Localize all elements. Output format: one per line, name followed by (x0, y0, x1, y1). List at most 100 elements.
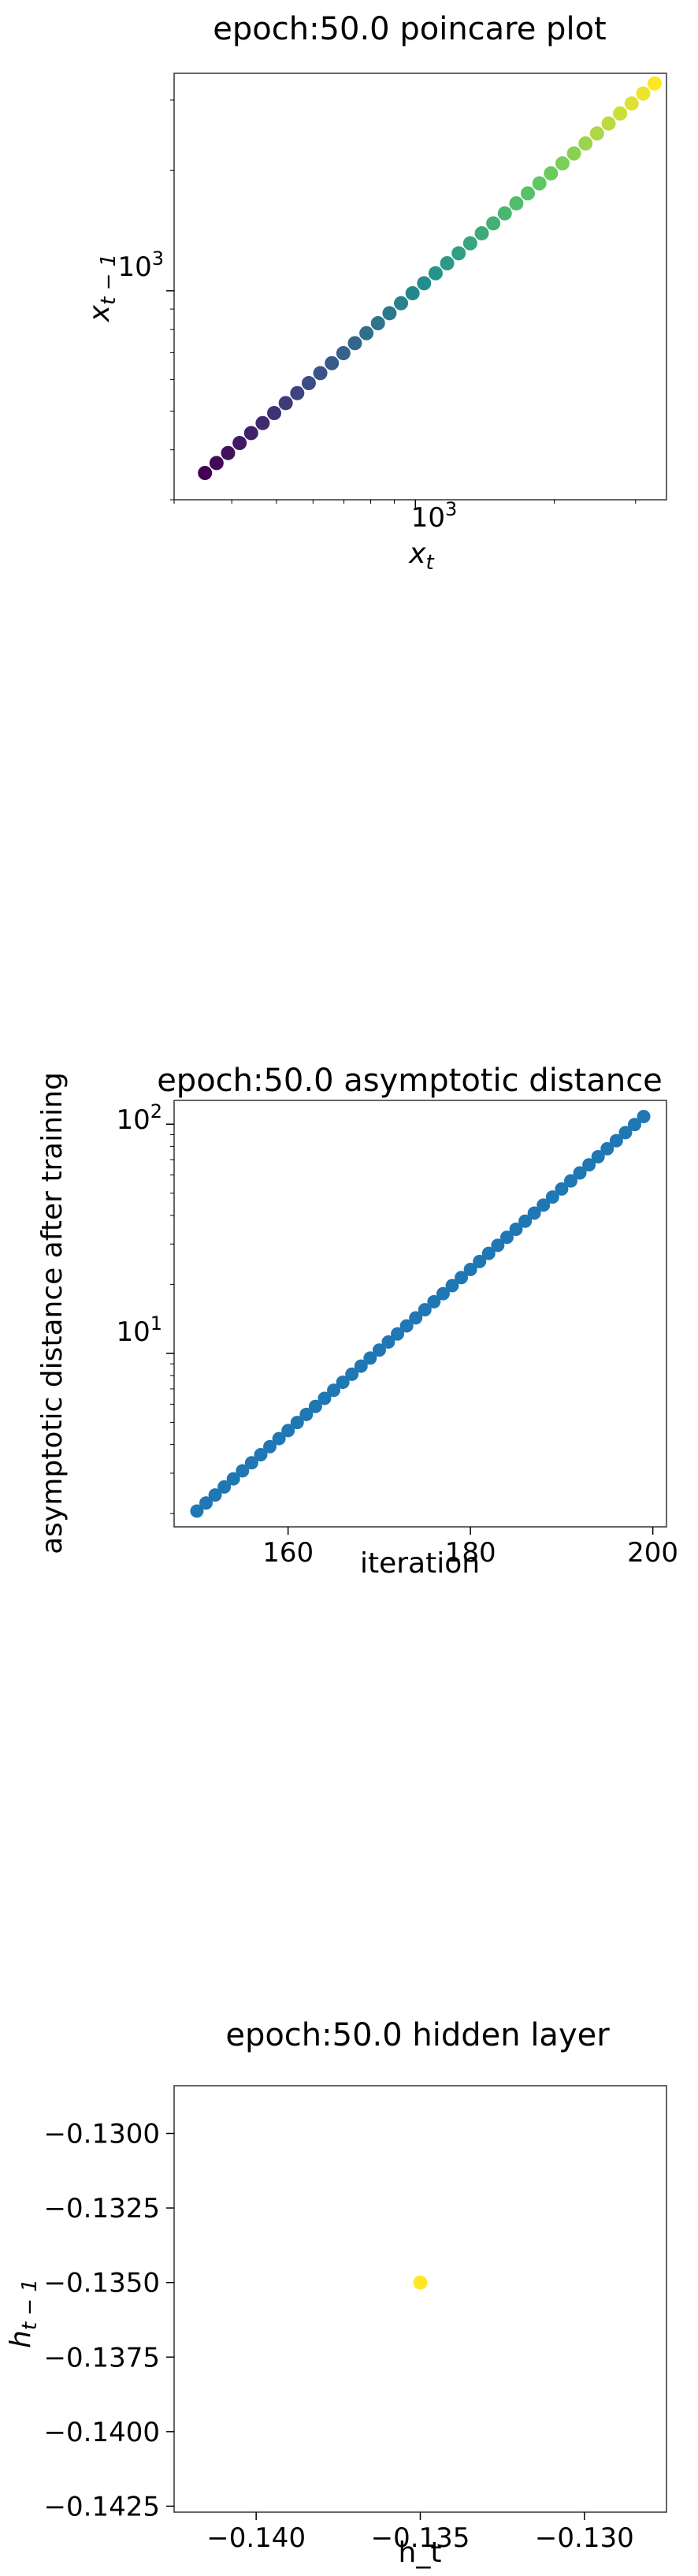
data-point (301, 376, 316, 391)
data-point (613, 106, 628, 121)
data-point (578, 136, 593, 151)
data-point (518, 1214, 533, 1228)
data-point (354, 1359, 368, 1373)
data-point (436, 1286, 450, 1301)
x-tick-label: 200 (627, 1537, 678, 1569)
data-point (327, 1383, 341, 1398)
data-point (198, 466, 213, 481)
chart-title: epoch:50.0 poincare plot (213, 11, 606, 47)
data-point (399, 1319, 414, 1333)
data-point (544, 166, 559, 181)
data-point (226, 1472, 240, 1486)
data-point (521, 186, 536, 201)
x-tick-label: −0.130 (535, 2522, 634, 2554)
data-point (481, 1246, 496, 1260)
data-point (491, 1238, 505, 1253)
data-point (536, 1198, 551, 1212)
data-point (600, 1141, 614, 1156)
data-point (555, 156, 570, 171)
data-point (627, 1118, 641, 1132)
data-point (624, 96, 639, 111)
minor-ticks (170, 1134, 174, 1514)
data-point (413, 2275, 428, 2290)
axis-ticks (166, 290, 417, 508)
data-point (474, 225, 489, 240)
data-point (573, 1166, 587, 1180)
x-axis-label: xt (408, 538, 434, 575)
data-point (636, 86, 651, 101)
data-point (455, 1271, 469, 1285)
plot-frame (173, 73, 667, 501)
data-point (272, 1431, 286, 1446)
data-point (244, 1456, 258, 1470)
data-point (336, 346, 351, 361)
data-point (555, 1182, 569, 1196)
data-point (473, 1254, 487, 1268)
data-point (451, 246, 466, 261)
data-point (317, 1391, 332, 1405)
data-point (566, 146, 581, 161)
data-point (601, 116, 616, 131)
data-point (243, 426, 258, 441)
data-point (648, 76, 663, 91)
axis-ticks: 160 180 200 (166, 1123, 678, 1569)
data-point (313, 366, 328, 381)
series-points (190, 1109, 651, 1518)
data-point (381, 1335, 395, 1349)
chart-title: epoch:50.0 asymptotic distance (157, 1063, 663, 1099)
data-point (345, 1367, 359, 1381)
series-points (198, 76, 663, 481)
data-point (527, 1206, 541, 1220)
data-point (281, 1424, 295, 1438)
data-point (236, 1464, 250, 1478)
data-point (582, 1158, 596, 1172)
asymptotic-distance-chart: epoch:50.0 asymptotic distance 160 180 200… (36, 1063, 678, 1580)
data-point (359, 326, 374, 341)
data-point (308, 1399, 322, 1413)
data-point (391, 1327, 405, 1341)
data-point (463, 1263, 477, 1277)
data-point (221, 445, 236, 460)
y-tick-label: −0.1325 (44, 2193, 160, 2224)
data-point (382, 306, 397, 321)
data-point (532, 176, 547, 191)
data-point (347, 336, 362, 351)
data-point (440, 256, 455, 271)
data-point (563, 1174, 577, 1188)
data-point (372, 1343, 386, 1357)
data-point (336, 1375, 350, 1390)
data-point (427, 1294, 441, 1308)
data-point (609, 1134, 623, 1148)
data-point (370, 316, 385, 331)
data-point (190, 1504, 204, 1518)
data-point (545, 1190, 559, 1204)
data-point (497, 206, 512, 221)
y-axis-label: ht − 1 (5, 2279, 42, 2348)
hidden-layer-chart: epoch:50.0 hidden layer −0.140 −0.135 −0.1… (5, 2017, 667, 2569)
data-point (589, 126, 604, 141)
data-point (290, 385, 305, 400)
data-point (299, 1407, 314, 1421)
plot-frame (173, 2085, 667, 2513)
data-point (267, 406, 282, 421)
x-tick-label: −0.140 (206, 2522, 306, 2554)
data-point (486, 216, 501, 231)
data-point (199, 1496, 213, 1510)
data-point (445, 1279, 459, 1293)
data-point (418, 1303, 432, 1317)
data-point (325, 356, 340, 370)
x-axis-label: iteration (360, 1547, 480, 1580)
data-point (208, 1488, 222, 1502)
poincare-plot-chart: epoch:50.0 poincare plot 103 103 xt xt −… (84, 11, 667, 575)
data-point (254, 1448, 268, 1462)
x-axis-label: h_t (399, 2537, 442, 2569)
y-tick-label: −0.1350 (44, 2268, 160, 2299)
y-tick-label-100: 102 (116, 1100, 162, 1136)
data-point (417, 276, 432, 291)
y-tick-label: −0.1425 (44, 2491, 160, 2522)
y-axis-label: asymptotic distance after training (36, 1072, 69, 1554)
y-tick-label: −0.1375 (44, 2342, 160, 2373)
chart-title: epoch:50.0 hidden layer (225, 2017, 610, 2053)
x-tick-label-1000: 103 (411, 498, 458, 534)
data-point (405, 286, 420, 301)
